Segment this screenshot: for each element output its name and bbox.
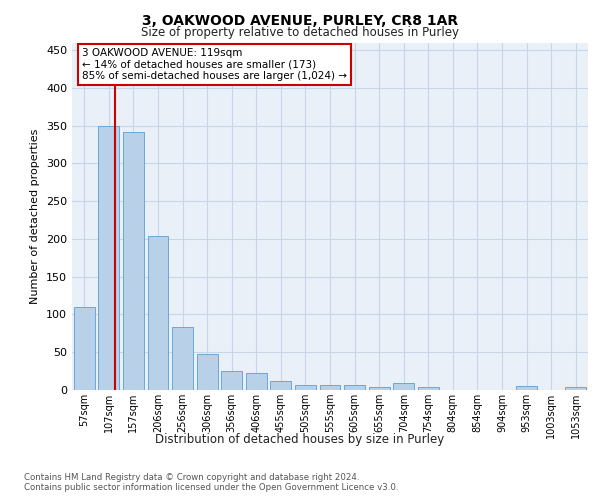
Text: 3 OAKWOOD AVENUE: 119sqm
← 14% of detached houses are smaller (173)
85% of semi-: 3 OAKWOOD AVENUE: 119sqm ← 14% of detach… (82, 48, 347, 81)
Text: Distribution of detached houses by size in Purley: Distribution of detached houses by size … (155, 432, 445, 446)
Bar (148, 236, 169, 390)
Bar (344, 386, 365, 390)
Bar (271, 381, 292, 390)
Bar (98, 126, 119, 390)
Bar (368, 387, 389, 390)
Bar (221, 371, 242, 390)
Text: Contains public sector information licensed under the Open Government Licence v3: Contains public sector information licen… (24, 484, 398, 492)
Text: Size of property relative to detached houses in Purley: Size of property relative to detached ho… (141, 26, 459, 39)
Bar (197, 354, 218, 390)
Bar (295, 384, 316, 390)
Bar (516, 386, 537, 390)
Y-axis label: Number of detached properties: Number of detached properties (31, 128, 40, 304)
Bar (393, 383, 414, 390)
Text: Contains HM Land Registry data © Crown copyright and database right 2024.: Contains HM Land Registry data © Crown c… (24, 472, 359, 482)
Bar (418, 387, 439, 390)
Bar (246, 372, 267, 390)
Bar (123, 132, 144, 390)
Bar (320, 386, 340, 390)
Bar (74, 307, 95, 390)
Bar (172, 326, 193, 390)
Bar (565, 387, 586, 390)
Text: 3, OAKWOOD AVENUE, PURLEY, CR8 1AR: 3, OAKWOOD AVENUE, PURLEY, CR8 1AR (142, 14, 458, 28)
